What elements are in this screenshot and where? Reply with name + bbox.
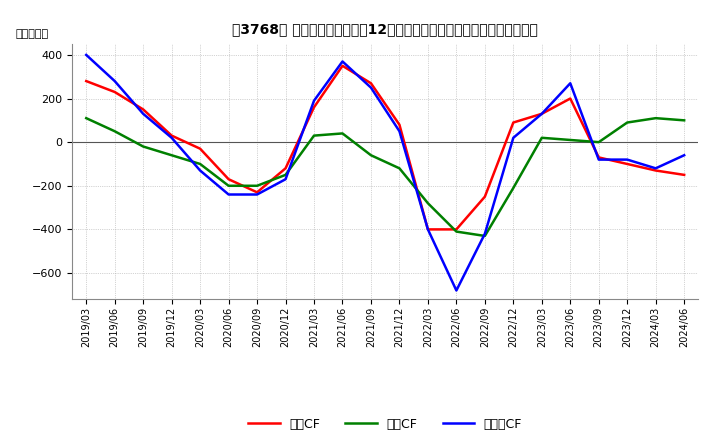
営業CF [680, 172, 688, 177]
営業CF [139, 107, 148, 112]
営業CF [509, 120, 518, 125]
投資CF [395, 166, 404, 171]
投資CF [253, 183, 261, 188]
フリーCF [167, 135, 176, 140]
投資CF [338, 131, 347, 136]
投資CF [167, 153, 176, 158]
営業CF [310, 105, 318, 110]
投資CF [110, 128, 119, 134]
フリーCF [225, 192, 233, 197]
投資CF [452, 229, 461, 234]
Title: 【3768】 キャッシュフローの12か月移動合計の対前年同期増減額の推移: 【3768】 キャッシュフローの12か月移動合計の対前年同期増減額の推移 [233, 22, 538, 36]
投資CF [310, 133, 318, 138]
投資CF [480, 233, 489, 238]
営業CF [566, 96, 575, 101]
投資CF [423, 201, 432, 206]
営業CF [110, 89, 119, 95]
フリーCF [537, 111, 546, 117]
営業CF [366, 81, 375, 86]
フリーCF [282, 176, 290, 182]
営業CF [423, 227, 432, 232]
投資CF [623, 120, 631, 125]
フリーCF [509, 135, 518, 140]
営業CF [395, 122, 404, 127]
フリーCF [566, 81, 575, 86]
投資CF [366, 153, 375, 158]
Line: フリーCF: フリーCF [86, 55, 684, 290]
投資CF [282, 172, 290, 177]
フリーCF [196, 168, 204, 173]
Legend: 営業CF, 投資CF, フリーCF: 営業CF, 投資CF, フリーCF [243, 413, 527, 436]
営業CF [82, 78, 91, 84]
営業CF [623, 161, 631, 167]
フリーCF [110, 78, 119, 84]
フリーCF [480, 231, 489, 236]
投資CF [139, 144, 148, 149]
フリーCF [595, 157, 603, 162]
フリーCF [366, 85, 375, 90]
投資CF [196, 161, 204, 167]
フリーCF [395, 128, 404, 134]
営業CF [253, 190, 261, 195]
フリーCF [623, 157, 631, 162]
投資CF [509, 185, 518, 191]
営業CF [225, 176, 233, 182]
Line: 投資CF: 投資CF [86, 118, 684, 236]
投資CF [537, 135, 546, 140]
営業CF [452, 227, 461, 232]
営業CF [537, 111, 546, 117]
投資CF [680, 118, 688, 123]
Line: 営業CF: 営業CF [86, 66, 684, 229]
フリーCF [680, 153, 688, 158]
フリーCF [452, 288, 461, 293]
営業CF [167, 133, 176, 138]
フリーCF [338, 59, 347, 64]
営業CF [196, 146, 204, 151]
フリーCF [310, 98, 318, 103]
投資CF [225, 183, 233, 188]
営業CF [652, 168, 660, 173]
Text: （百万円）: （百万円） [16, 29, 49, 39]
営業CF [595, 155, 603, 160]
投資CF [595, 139, 603, 145]
投資CF [82, 116, 91, 121]
フリーCF [652, 166, 660, 171]
フリーCF [253, 192, 261, 197]
フリーCF [423, 227, 432, 232]
営業CF [480, 194, 489, 199]
フリーCF [139, 111, 148, 117]
営業CF [338, 63, 347, 69]
投資CF [652, 116, 660, 121]
フリーCF [82, 52, 91, 58]
投資CF [566, 137, 575, 143]
営業CF [282, 166, 290, 171]
